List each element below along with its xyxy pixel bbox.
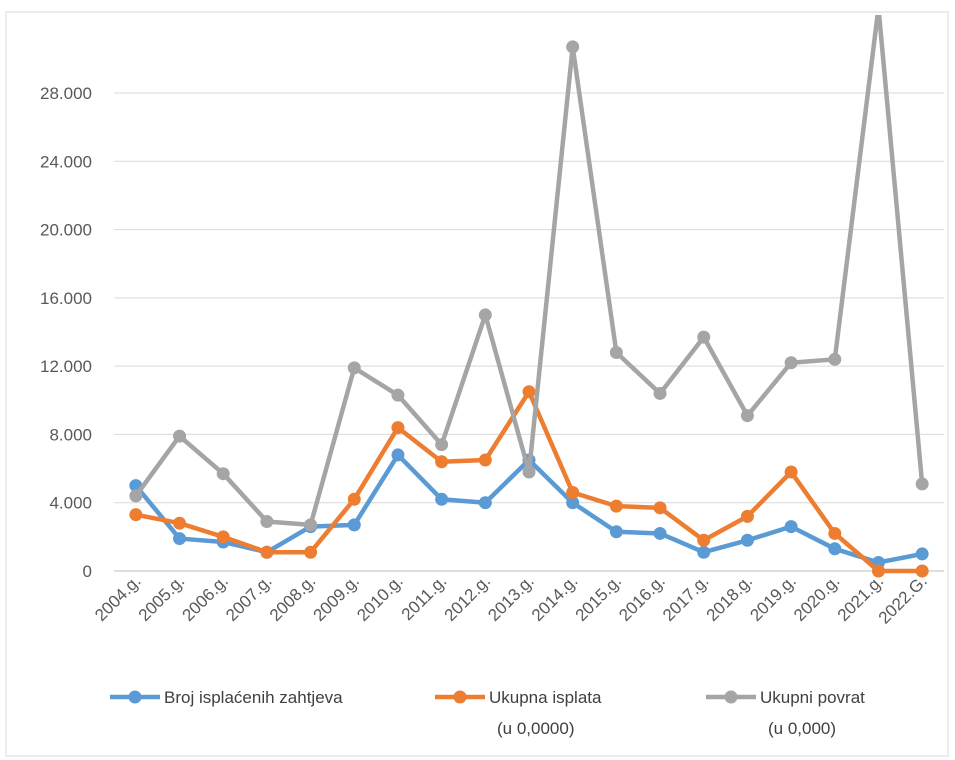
legend-label-line2: (u 0,000): [768, 719, 836, 738]
data-point: [304, 545, 318, 559]
legend-label: Ukupna isplata: [489, 688, 602, 707]
data-point: [740, 409, 754, 423]
data-point: [609, 525, 623, 539]
data-point: [478, 308, 492, 322]
y-tick-label: 24.000: [40, 152, 92, 171]
data-point: [740, 533, 754, 547]
data-point: [173, 516, 187, 530]
data-point: [784, 520, 798, 534]
data-point: [784, 465, 798, 479]
data-point: [740, 509, 754, 523]
data-point: [435, 455, 449, 469]
legend-item: Broj isplaćenih zahtjeva: [110, 688, 343, 707]
legend-swatch-marker: [724, 690, 738, 704]
data-point: [522, 385, 536, 399]
data-point: [216, 530, 230, 544]
legend-label: Broj isplaćenih zahtjeva: [164, 688, 343, 707]
y-tick-label: 0: [83, 562, 92, 581]
series-2: [129, 385, 929, 578]
data-point: [697, 533, 711, 547]
chart-border: [5, 11, 949, 757]
legend-item: Ukupna isplata (u 0,0000): [435, 688, 602, 738]
data-point: [828, 526, 842, 540]
data-point: [566, 496, 580, 510]
data-point: [216, 467, 230, 481]
data-point: [653, 501, 667, 515]
data-point: [347, 361, 361, 375]
data-point: [129, 508, 143, 522]
data-point: [260, 545, 274, 559]
data-point: [478, 453, 492, 467]
data-point: [435, 492, 449, 506]
data-point: [173, 429, 187, 443]
data-point: [478, 496, 492, 510]
data-point: [697, 330, 711, 344]
data-point: [653, 386, 667, 400]
data-point: [260, 514, 274, 528]
data-point: [173, 532, 187, 546]
legend: Broj isplaćenih zahtjeva Ukupna isplata (u…: [110, 688, 865, 738]
data-point: [697, 545, 711, 559]
y-tick-label: 12.000: [40, 357, 92, 376]
data-point: [129, 489, 143, 503]
y-axis-tick-labels: 0 4.000 8.000 12.000 16.000 20.000 24.000 28.00…: [40, 84, 92, 581]
data-point: [609, 345, 623, 359]
series-lines: [129, 15, 929, 578]
legend-label: Ukupni povrat: [760, 688, 865, 707]
legend-label-line2: (u 0,0000): [497, 719, 575, 738]
legend-item: Ukupni povrat (u 0,000): [706, 688, 865, 738]
data-point: [391, 448, 405, 462]
y-tick-label: 8.000: [49, 425, 92, 444]
data-point: [653, 526, 667, 540]
y-tick-label: 28.000: [40, 84, 92, 103]
data-point: [347, 518, 361, 532]
legend-swatch-marker: [453, 690, 467, 704]
series-3: [129, 15, 929, 532]
data-point: [828, 542, 842, 556]
y-tick-label: 16.000: [40, 289, 92, 308]
data-point: [522, 465, 536, 479]
data-point: [347, 492, 361, 506]
y-tick-label: 4.000: [49, 494, 92, 513]
data-point: [871, 564, 885, 578]
data-point: [915, 477, 929, 491]
legend-swatch-marker: [128, 690, 142, 704]
data-point: [391, 388, 405, 402]
data-point: [304, 518, 318, 532]
y-tick-label: 20.000: [40, 221, 92, 240]
data-point: [566, 485, 580, 499]
data-point: [566, 40, 580, 54]
data-point: [828, 352, 842, 366]
data-point: [391, 421, 405, 435]
data-point: [784, 356, 798, 370]
data-point: [915, 564, 929, 578]
data-point: [435, 438, 449, 452]
data-point: [609, 499, 623, 513]
data-point: [915, 547, 929, 561]
